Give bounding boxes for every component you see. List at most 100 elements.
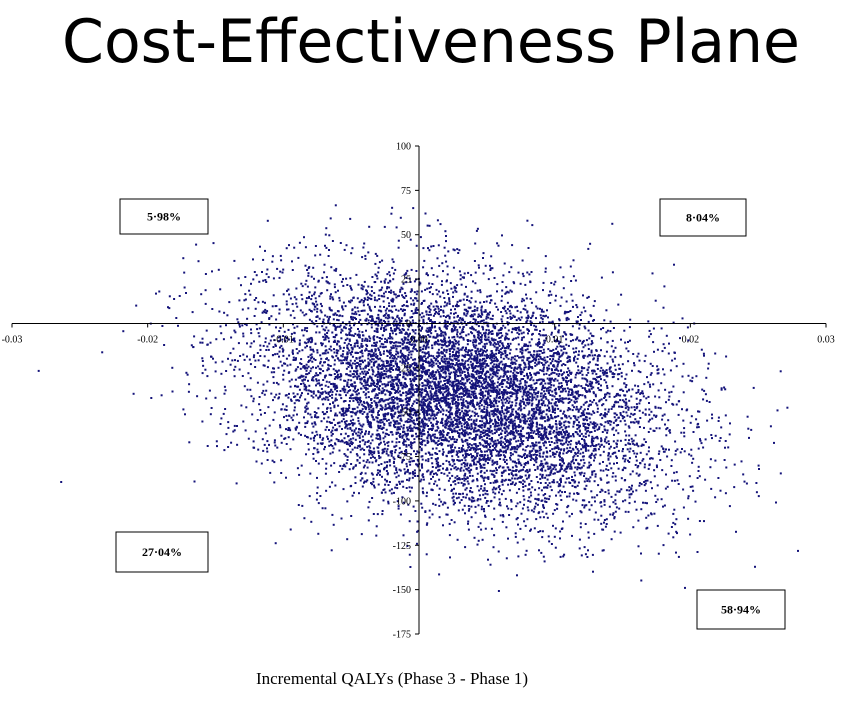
scatter-point <box>287 328 290 331</box>
scatter-point <box>341 355 344 358</box>
scatter-point <box>528 410 531 413</box>
scatter-point <box>387 320 390 323</box>
scatter-point <box>552 358 555 361</box>
scatter-point <box>379 380 382 383</box>
scatter-point <box>308 308 311 311</box>
scatter-point <box>711 413 713 416</box>
scatter-point <box>384 415 387 418</box>
scatter-point <box>279 335 282 338</box>
scatter-point <box>503 370 506 373</box>
scatter-point <box>435 358 437 361</box>
scatter-point <box>538 423 541 426</box>
scatter-point <box>223 385 226 388</box>
scatter-point <box>413 450 415 453</box>
scatter-point <box>600 514 603 517</box>
scatter-point <box>571 325 574 328</box>
scatter-point <box>583 440 586 443</box>
scatter-point <box>484 390 487 393</box>
scatter-point <box>249 388 252 391</box>
scatter-point <box>392 405 395 408</box>
scatter-point <box>526 394 529 397</box>
scatter-point <box>319 372 322 375</box>
scatter-point <box>312 357 315 360</box>
scatter-point <box>387 454 390 457</box>
scatter-point <box>422 348 424 351</box>
scatter-point <box>431 453 434 456</box>
scatter-point <box>421 463 423 466</box>
scatter-point <box>438 326 441 329</box>
scatter-point <box>379 456 382 459</box>
scatter-point <box>508 309 511 312</box>
scatter-point <box>182 257 185 260</box>
scatter-point <box>647 381 650 384</box>
scatter-point <box>485 440 488 443</box>
scatter-point <box>343 359 346 362</box>
scatter-point <box>540 403 543 405</box>
scatter-point <box>402 385 405 388</box>
scatter-point <box>402 371 405 374</box>
scatter-point <box>430 267 433 270</box>
scatter-point <box>360 323 363 326</box>
scatter-point <box>487 356 490 359</box>
scatter-point <box>190 344 193 347</box>
scatter-point <box>519 476 522 479</box>
scatter-point <box>506 391 509 394</box>
scatter-point <box>462 298 465 301</box>
scatter-point <box>487 462 489 465</box>
scatter-point <box>411 372 414 375</box>
scatter-point <box>623 329 626 332</box>
scatter-point <box>517 426 520 429</box>
scatter-point <box>773 441 775 444</box>
scatter-point <box>425 418 428 421</box>
scatter-point <box>620 488 623 491</box>
scatter-point <box>392 383 395 386</box>
scatter-point <box>389 280 392 283</box>
scatter-point <box>387 398 390 401</box>
scatter-point <box>265 311 268 314</box>
scatter-point <box>528 351 531 354</box>
scatter-point <box>483 510 486 513</box>
scatter-point <box>329 217 332 220</box>
scatter-point <box>593 518 596 521</box>
scatter-point <box>558 373 561 375</box>
scatter-point <box>343 379 346 382</box>
scatter-point <box>461 459 464 462</box>
scatter-point <box>343 248 346 251</box>
scatter-point <box>472 421 475 424</box>
scatter-point <box>327 329 330 332</box>
scatter-point <box>394 422 397 425</box>
scatter-point <box>267 359 270 362</box>
scatter-point <box>522 479 525 482</box>
scatter-point <box>422 402 425 405</box>
scatter-point <box>370 450 373 453</box>
scatter-point <box>786 406 789 409</box>
scatter-point <box>345 424 348 426</box>
scatter-point <box>325 280 328 283</box>
scatter-point <box>438 343 441 346</box>
scatter-point <box>484 350 487 353</box>
scatter-point <box>469 321 472 324</box>
scatter-point <box>437 307 440 310</box>
scatter-point <box>612 501 615 504</box>
scatter-point <box>522 307 525 310</box>
scatter-point <box>535 317 537 320</box>
scatter-point <box>706 419 709 422</box>
scatter-point <box>426 491 428 494</box>
scatter-point <box>420 435 423 438</box>
scatter-point <box>591 435 594 438</box>
scatter-point <box>337 440 340 443</box>
scatter-point <box>430 354 433 357</box>
scatter-point <box>637 474 640 477</box>
scatter-point <box>277 336 280 339</box>
scatter-point <box>615 442 618 445</box>
scatter-point <box>271 305 274 308</box>
scatter-point <box>489 469 492 472</box>
scatter-point <box>459 274 462 277</box>
scatter-point <box>293 326 296 329</box>
scatter-point <box>535 363 538 366</box>
scatter-point <box>378 457 381 460</box>
scatter-point <box>534 417 537 420</box>
scatter-point <box>368 297 371 300</box>
scatter-point <box>519 462 522 465</box>
scatter-point <box>572 339 574 342</box>
